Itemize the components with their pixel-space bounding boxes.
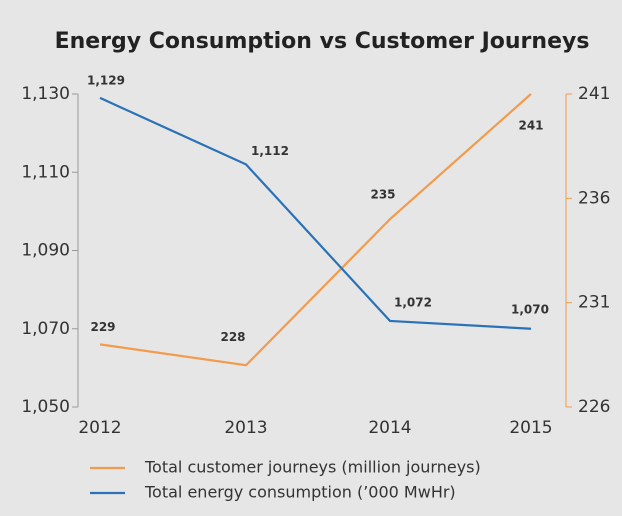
y-tick-label: 1,110	[21, 162, 70, 182]
data-label: 228	[220, 330, 245, 344]
data-label: 1,070	[511, 302, 549, 316]
chart-title: Energy Consumption vs Customer Journeys	[55, 29, 590, 54]
y-tick-label: 1,130	[21, 84, 70, 104]
x-tick-label: 2013	[224, 418, 267, 438]
y-tick-label: 1,050	[21, 397, 70, 417]
data-label: 241	[518, 119, 543, 133]
legend-label: Total energy consumption (’000 MwHr)	[144, 483, 456, 502]
series-line	[99, 96, 532, 330]
data-label: 1,112	[251, 144, 289, 158]
data-label: 1,129	[87, 73, 125, 87]
x-tick-label: 2014	[368, 418, 411, 438]
y2-tick-label: 226	[578, 397, 610, 417]
data-label: 1,072	[394, 295, 432, 309]
x-tick-label: 2015	[509, 418, 552, 438]
y-tick-label: 1,070	[21, 319, 70, 339]
y-tick-label: 1,090	[21, 241, 70, 261]
y2-tick-label: 241	[578, 84, 610, 104]
data-label: 229	[90, 320, 115, 334]
y2-tick-label: 231	[578, 293, 610, 313]
y2-tick-label: 236	[578, 188, 610, 208]
series-line	[99, 93, 532, 367]
x-tick-label: 2012	[78, 418, 121, 438]
data-label: 235	[370, 188, 395, 202]
legend-label: Total customer journeys (million journey…	[144, 458, 481, 477]
